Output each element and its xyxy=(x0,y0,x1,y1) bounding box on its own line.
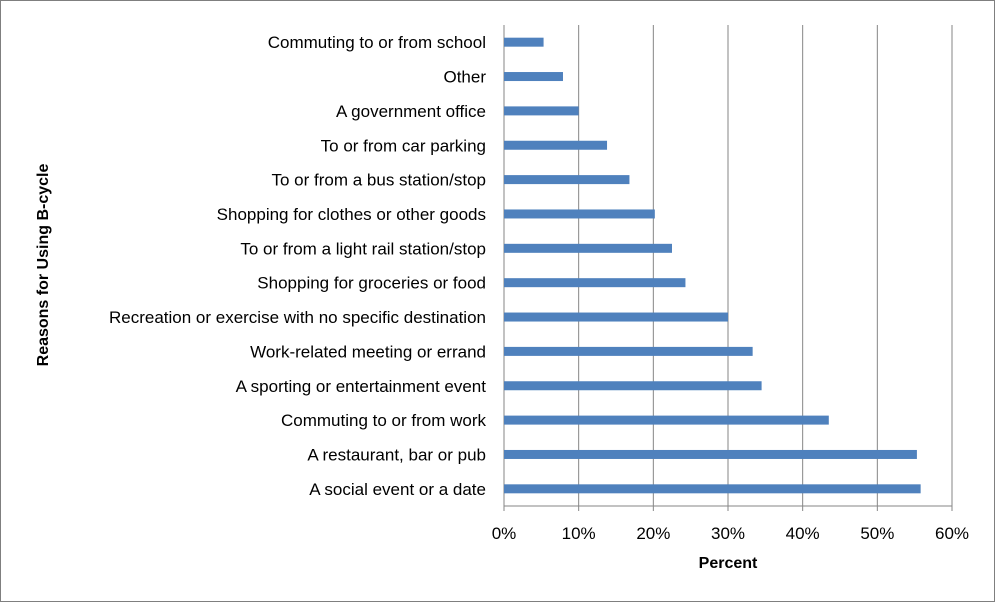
bar xyxy=(504,346,753,356)
bar xyxy=(504,106,579,116)
category-label: Work-related meeting or errand xyxy=(250,342,486,361)
category-label: A government office xyxy=(336,102,486,121)
bar xyxy=(504,449,917,459)
x-tick-label: 50% xyxy=(860,524,894,543)
bar xyxy=(504,175,630,185)
bars xyxy=(504,37,921,494)
bar xyxy=(504,37,544,47)
bar xyxy=(504,209,655,219)
x-tick-label: 60% xyxy=(935,524,969,543)
x-tick-label: 40% xyxy=(786,524,820,543)
category-label: Recreation or exercise with no specific … xyxy=(109,308,486,327)
x-tick-labels: 0% 10% 20% 30% 40% 50% 60% xyxy=(492,524,969,543)
y-axis-title: Reasons for Using B-cycle xyxy=(35,164,52,367)
category-label: Commuting to or from school xyxy=(268,33,486,52)
bar xyxy=(504,415,829,425)
category-label: Commuting to or from work xyxy=(281,411,486,430)
bar xyxy=(504,484,921,494)
category-label: To or from a light rail station/stop xyxy=(240,239,486,258)
category-labels: Commuting to or from school Other A govern… xyxy=(109,33,487,499)
x-tick-label: 0% xyxy=(492,524,517,543)
category-label: Other xyxy=(443,68,486,87)
category-label: A sporting or entertainment event xyxy=(236,377,487,396)
category-label: Shopping for clothes or other goods xyxy=(217,205,486,224)
category-label: A social event or a date xyxy=(309,480,486,499)
category-label: Shopping for groceries or food xyxy=(257,274,486,293)
gridlines xyxy=(503,25,953,511)
category-label: To or from a bus station/stop xyxy=(272,171,487,190)
x-tick-label: 20% xyxy=(636,524,670,543)
x-tick-label: 30% xyxy=(711,524,745,543)
bar xyxy=(504,72,563,82)
bar xyxy=(504,140,608,150)
bar xyxy=(504,312,728,322)
x-axis-title: Percent xyxy=(699,555,758,572)
bar xyxy=(504,243,672,253)
bar xyxy=(504,278,686,288)
category-label: To or from car parking xyxy=(321,136,486,155)
category-label: A restaurant, bar or pub xyxy=(307,445,486,464)
bar xyxy=(504,381,762,391)
x-tick-label: 10% xyxy=(562,524,596,543)
